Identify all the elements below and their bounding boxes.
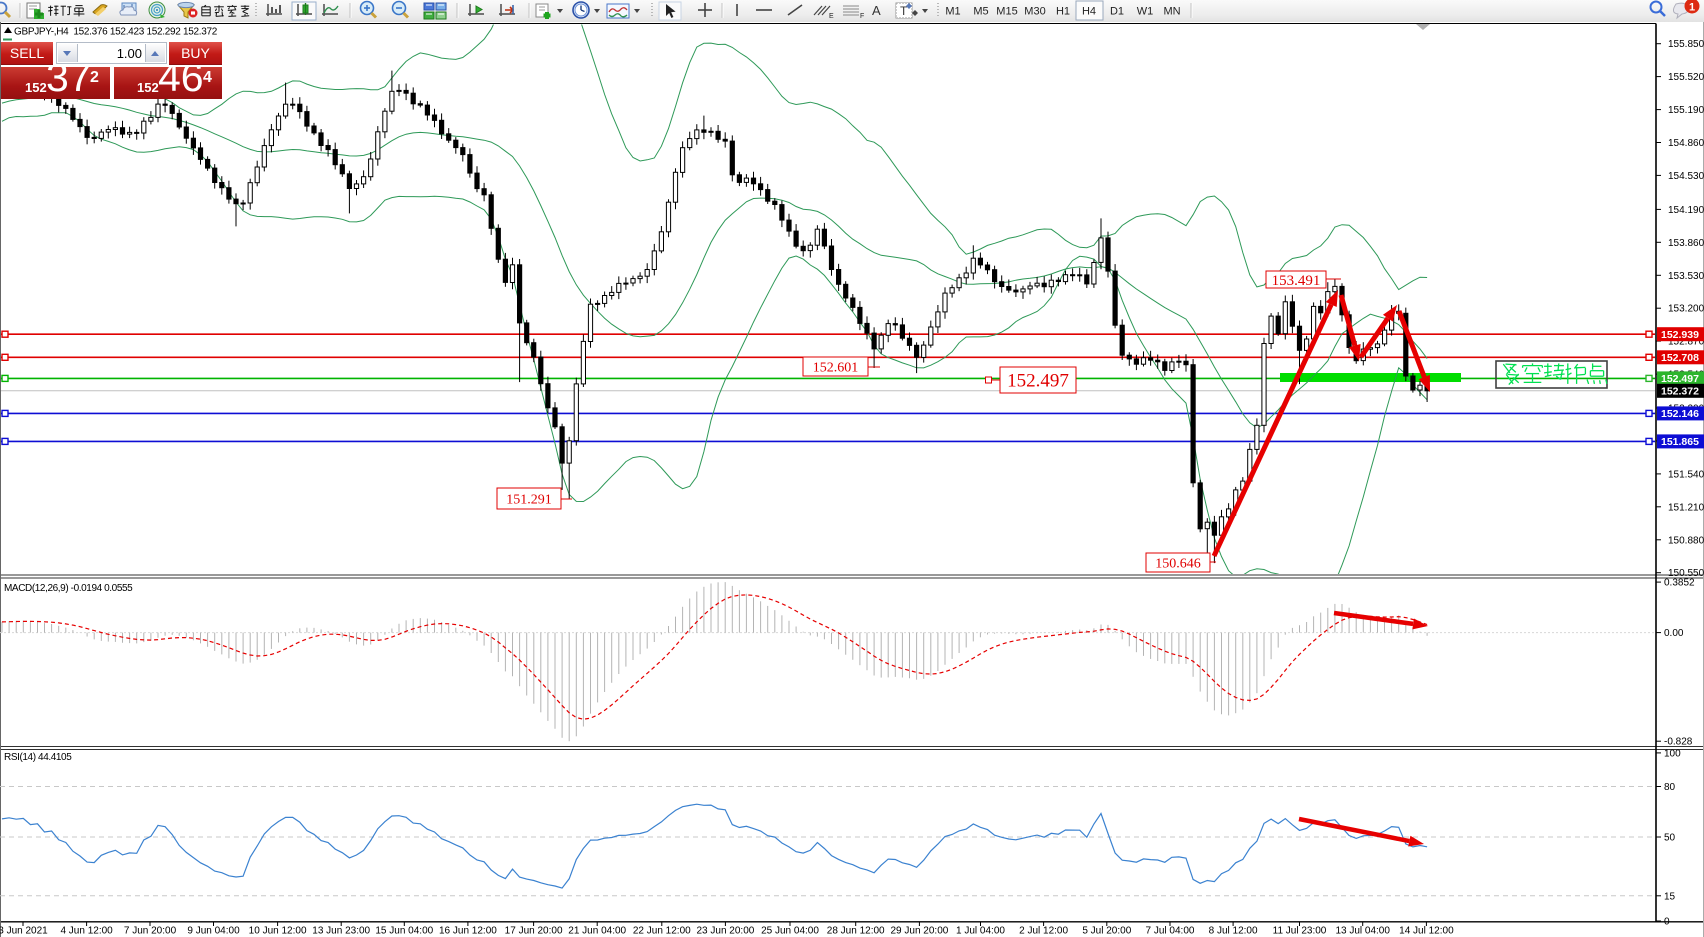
svg-text:13 Jun 23:00: 13 Jun 23:00 (312, 926, 370, 937)
svg-text:8 Jul 12:00: 8 Jul 12:00 (1209, 926, 1258, 937)
svg-text:-0.828: -0.828 (1664, 737, 1693, 748)
svg-text:0.00: 0.00 (1664, 628, 1684, 639)
svg-text:154.860: 154.860 (1668, 138, 1704, 149)
svg-text:W1: W1 (1137, 6, 1154, 18)
svg-text:15: 15 (1664, 891, 1676, 902)
svg-text:11 Jul 23:00: 11 Jul 23:00 (1273, 926, 1327, 937)
svg-text:GBPJPY-,H4 152.376 152.423 15: GBPJPY-,H4 152.376 152.423 152.292 152.3… (14, 27, 218, 38)
svg-text:151.291: 151.291 (506, 492, 552, 507)
svg-text:25 Jun 04:00: 25 Jun 04:00 (761, 926, 819, 937)
svg-text:4 Jun 12:00: 4 Jun 12:00 (60, 926, 113, 937)
svg-text:152.708: 152.708 (1661, 352, 1699, 364)
svg-text:E: E (829, 13, 834, 20)
svg-text:A: A (872, 3, 881, 18)
svg-text:80: 80 (1664, 782, 1676, 793)
svg-text:22 Jun 12:00: 22 Jun 12:00 (633, 926, 691, 937)
svg-text:15 Jun 04:00: 15 Jun 04:00 (375, 926, 433, 937)
svg-text:0: 0 (1664, 917, 1670, 928)
svg-text:2 Jul 12:00: 2 Jul 12:00 (1019, 926, 1068, 937)
svg-text:3 Jun 2021: 3 Jun 2021 (0, 926, 48, 937)
svg-text:T: T (900, 4, 908, 18)
svg-text:10 Jun 12:00: 10 Jun 12:00 (249, 926, 307, 937)
svg-text:150.646: 150.646 (1155, 556, 1201, 571)
svg-text:21 Jun 04:00: 21 Jun 04:00 (568, 926, 626, 937)
svg-text:29 Jun 20:00: 29 Jun 20:00 (890, 926, 948, 937)
svg-text:13 Jul 04:00: 13 Jul 04:00 (1335, 926, 1390, 937)
svg-text:152.146: 152.146 (1661, 408, 1699, 420)
svg-text:152.939: 152.939 (1661, 329, 1699, 341)
svg-text:152.497: 152.497 (1007, 371, 1069, 392)
svg-text:152.870: 152.870 (1668, 337, 1704, 348)
svg-text:153.200: 153.200 (1668, 304, 1704, 315)
svg-text:28 Jun 12:00: 28 Jun 12:00 (827, 926, 885, 937)
svg-text:154.190: 154.190 (1668, 205, 1704, 216)
svg-text:1 Jul 04:00: 1 Jul 04:00 (956, 926, 1005, 937)
svg-text:M30: M30 (1024, 6, 1045, 18)
svg-text:D1: D1 (1110, 6, 1124, 18)
svg-text:154.530: 154.530 (1668, 171, 1704, 182)
svg-text:M5: M5 (973, 6, 988, 18)
svg-text:0.3852: 0.3852 (1664, 578, 1695, 589)
svg-text:153.860: 153.860 (1668, 238, 1704, 249)
svg-text:153.491: 153.491 (1272, 273, 1321, 289)
svg-text:H4: H4 (1082, 6, 1096, 18)
svg-text:7 Jul 04:00: 7 Jul 04:00 (1146, 926, 1195, 937)
svg-text:F: F (860, 13, 864, 20)
svg-text:5 Jul 20:00: 5 Jul 20:00 (1082, 926, 1131, 937)
svg-text:150.880: 150.880 (1668, 535, 1704, 546)
svg-text:1: 1 (1689, 2, 1695, 14)
svg-text:7 Jun 20:00: 7 Jun 20:00 (124, 926, 177, 937)
svg-text:150.550: 150.550 (1668, 568, 1704, 579)
svg-text:14 Jul 12:00: 14 Jul 12:00 (1399, 926, 1454, 937)
svg-text:152.601: 152.601 (813, 360, 859, 375)
svg-text:155.850: 155.850 (1668, 39, 1704, 50)
svg-text:100: 100 (1664, 748, 1681, 759)
svg-text:152.497: 152.497 (1661, 373, 1699, 385)
svg-text:151.865: 151.865 (1661, 436, 1699, 448)
svg-text:17 Jun 20:00: 17 Jun 20:00 (505, 926, 563, 937)
svg-text:M15: M15 (996, 6, 1017, 18)
svg-text:MACD(12,26,9) -0.0194 0.0555: MACD(12,26,9) -0.0194 0.0555 (4, 583, 133, 594)
svg-text:RSI(14) 44.4105: RSI(14) 44.4105 (4, 752, 72, 763)
svg-text:155.190: 155.190 (1668, 105, 1704, 116)
svg-text:16 Jun 12:00: 16 Jun 12:00 (439, 926, 497, 937)
svg-text:152.372: 152.372 (1661, 386, 1699, 398)
svg-text:M1: M1 (945, 6, 960, 18)
svg-text:153.530: 153.530 (1668, 271, 1704, 282)
svg-text:23 Jun 20:00: 23 Jun 20:00 (696, 926, 754, 937)
svg-text:MN: MN (1163, 6, 1180, 18)
svg-text:9 Jun 04:00: 9 Jun 04:00 (187, 926, 240, 937)
svg-text:151.210: 151.210 (1668, 502, 1704, 513)
svg-text:155.520: 155.520 (1668, 72, 1704, 83)
svg-text:H1: H1 (1056, 6, 1070, 18)
svg-text:50: 50 (1664, 833, 1676, 844)
svg-text:151.540: 151.540 (1668, 469, 1704, 480)
